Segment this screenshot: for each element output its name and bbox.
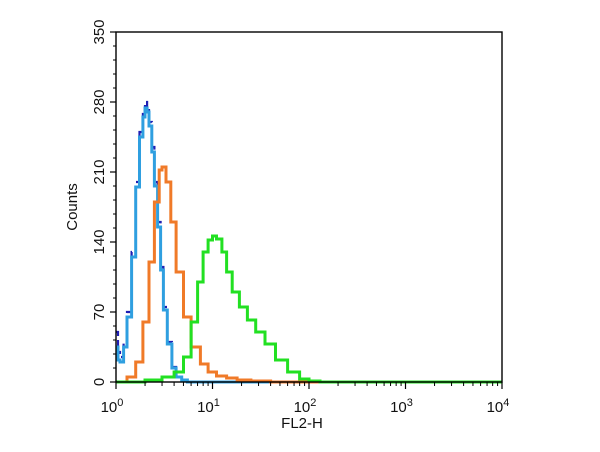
series-line-4	[116, 234, 502, 384]
y-tick-label: 350	[91, 19, 108, 44]
y-tick-label: 210	[91, 159, 108, 184]
x-tick-label: 104	[487, 397, 510, 416]
tick-layer: 0 70 140 210 280 350 100 101 102 103 104	[91, 19, 509, 416]
series-layer	[116, 100, 502, 384]
y-axis-title: Counts	[64, 183, 81, 231]
x-tick-label: 102	[294, 397, 317, 416]
series-line-2	[116, 106, 502, 384]
y-tick-label: 70	[91, 304, 108, 321]
series-line-3	[116, 165, 502, 384]
plot-frame	[115, 31, 503, 383]
series-line-1	[116, 100, 502, 384]
x-tick-label: 103	[390, 397, 413, 416]
x-axis-title: FL2-H	[281, 415, 323, 432]
y-tick-label: 140	[91, 229, 108, 254]
y-tick-label: 0	[91, 378, 108, 386]
y-tick-label: 280	[91, 89, 108, 114]
x-tick-label: 100	[101, 397, 124, 416]
x-tick-label: 101	[197, 397, 220, 416]
